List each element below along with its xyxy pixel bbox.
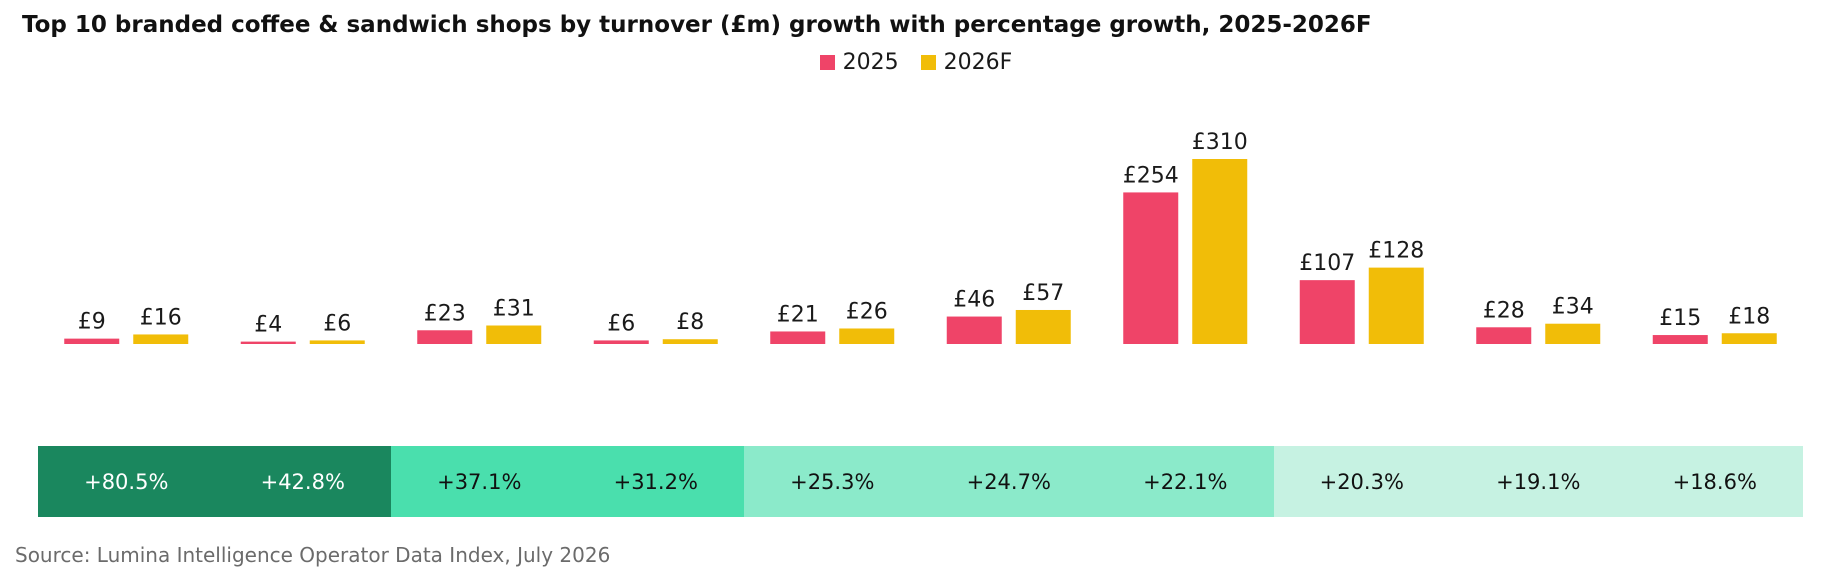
growth-cell-4: +31.2% (567, 446, 744, 517)
data-label-2026f-4: £8 (676, 310, 704, 335)
data-label-2025-2: £4 (254, 313, 282, 338)
bar-2026f-3 (486, 325, 542, 344)
bar-2026f-5 (839, 328, 895, 344)
data-label-2025-6: £46 (953, 288, 995, 313)
bar-2026f-2 (309, 340, 365, 344)
bar-2026f-1 (133, 334, 189, 344)
data-label-2025-4: £6 (607, 311, 635, 336)
data-label-2026f-10: £18 (1728, 304, 1770, 329)
data-label-2025-1: £9 (78, 310, 106, 335)
bar-chart-plot: £9 £16 £4 £6 £23 £31 £6 £8 £21 £26 £46 £57 £254 £310 £… (64, 130, 1777, 344)
bar-2025-3 (417, 330, 473, 344)
source-note: Source: Lumina Intelligence Operator Dat… (15, 543, 611, 567)
data-label-2025-10: £15 (1659, 306, 1701, 331)
bar-2025-1 (64, 338, 120, 344)
growth-cell-9: +19.1% (1450, 446, 1627, 517)
bar-2025-8 (1299, 280, 1355, 344)
data-label-2026f-8: £128 (1368, 239, 1424, 264)
bar-2025-5 (770, 331, 826, 344)
growth-cell-7: +22.1% (1097, 446, 1274, 517)
data-label-2025-7: £254 (1123, 163, 1179, 188)
bar-2025-9 (1476, 327, 1532, 344)
bar-2026f-4 (662, 339, 718, 344)
data-label-2026f-9: £34 (1552, 295, 1594, 320)
data-label-2026f-1: £16 (140, 305, 182, 330)
growth-cell-3: +37.1% (391, 446, 568, 517)
growth-cell-10: +18.6% (1626, 446, 1803, 517)
bar-2026f-8 (1368, 267, 1424, 344)
bar-2026f-9 (1545, 323, 1601, 344)
growth-strip: +80.5% +42.8% +37.1% +31.2% +25.3% +24.7% +22.… (38, 446, 1803, 517)
data-label-2026f-5: £26 (846, 299, 888, 324)
chart-title: Top 10 branded coffee & sandwich shops b… (22, 12, 1372, 38)
legend-label-2026f: 2026F (943, 50, 1013, 75)
bar-2025-7 (1123, 192, 1179, 344)
bar-2026f-6 (1015, 309, 1071, 344)
data-label-2025-9: £28 (1483, 298, 1525, 323)
bar-2025-2 (240, 341, 296, 344)
data-label-2026f-6: £57 (1022, 281, 1064, 306)
chart-legend: 2025 2026F (0, 50, 1832, 75)
legend-item-2025: 2025 (819, 50, 899, 75)
bar-2026f-7 (1192, 159, 1248, 344)
growth-cell-1: +80.5% (38, 446, 215, 517)
growth-cell-6: +24.7% (920, 446, 1097, 517)
bar-2026f-10 (1721, 333, 1777, 344)
data-label-2026f-7: £310 (1192, 130, 1248, 155)
growth-cell-8: +20.3% (1273, 446, 1450, 517)
legend-item-2026f: 2026F (920, 50, 1013, 75)
bar-2025-4 (593, 340, 649, 344)
legend-swatch-2026f (920, 55, 936, 70)
data-label-2026f-2: £6 (323, 311, 351, 336)
data-label-2026f-3: £31 (493, 297, 535, 322)
data-label-2025-3: £23 (424, 301, 466, 326)
growth-cell-5: +25.3% (744, 446, 921, 517)
bar-2025-6 (946, 316, 1002, 344)
growth-cell-2: +42.8% (214, 446, 391, 517)
data-label-2025-8: £107 (1299, 251, 1355, 276)
data-label-2025-5: £21 (777, 302, 819, 327)
legend-swatch-2025 (819, 55, 835, 70)
bar-2025-10 (1652, 335, 1708, 344)
legend-label-2025: 2025 (842, 50, 899, 75)
